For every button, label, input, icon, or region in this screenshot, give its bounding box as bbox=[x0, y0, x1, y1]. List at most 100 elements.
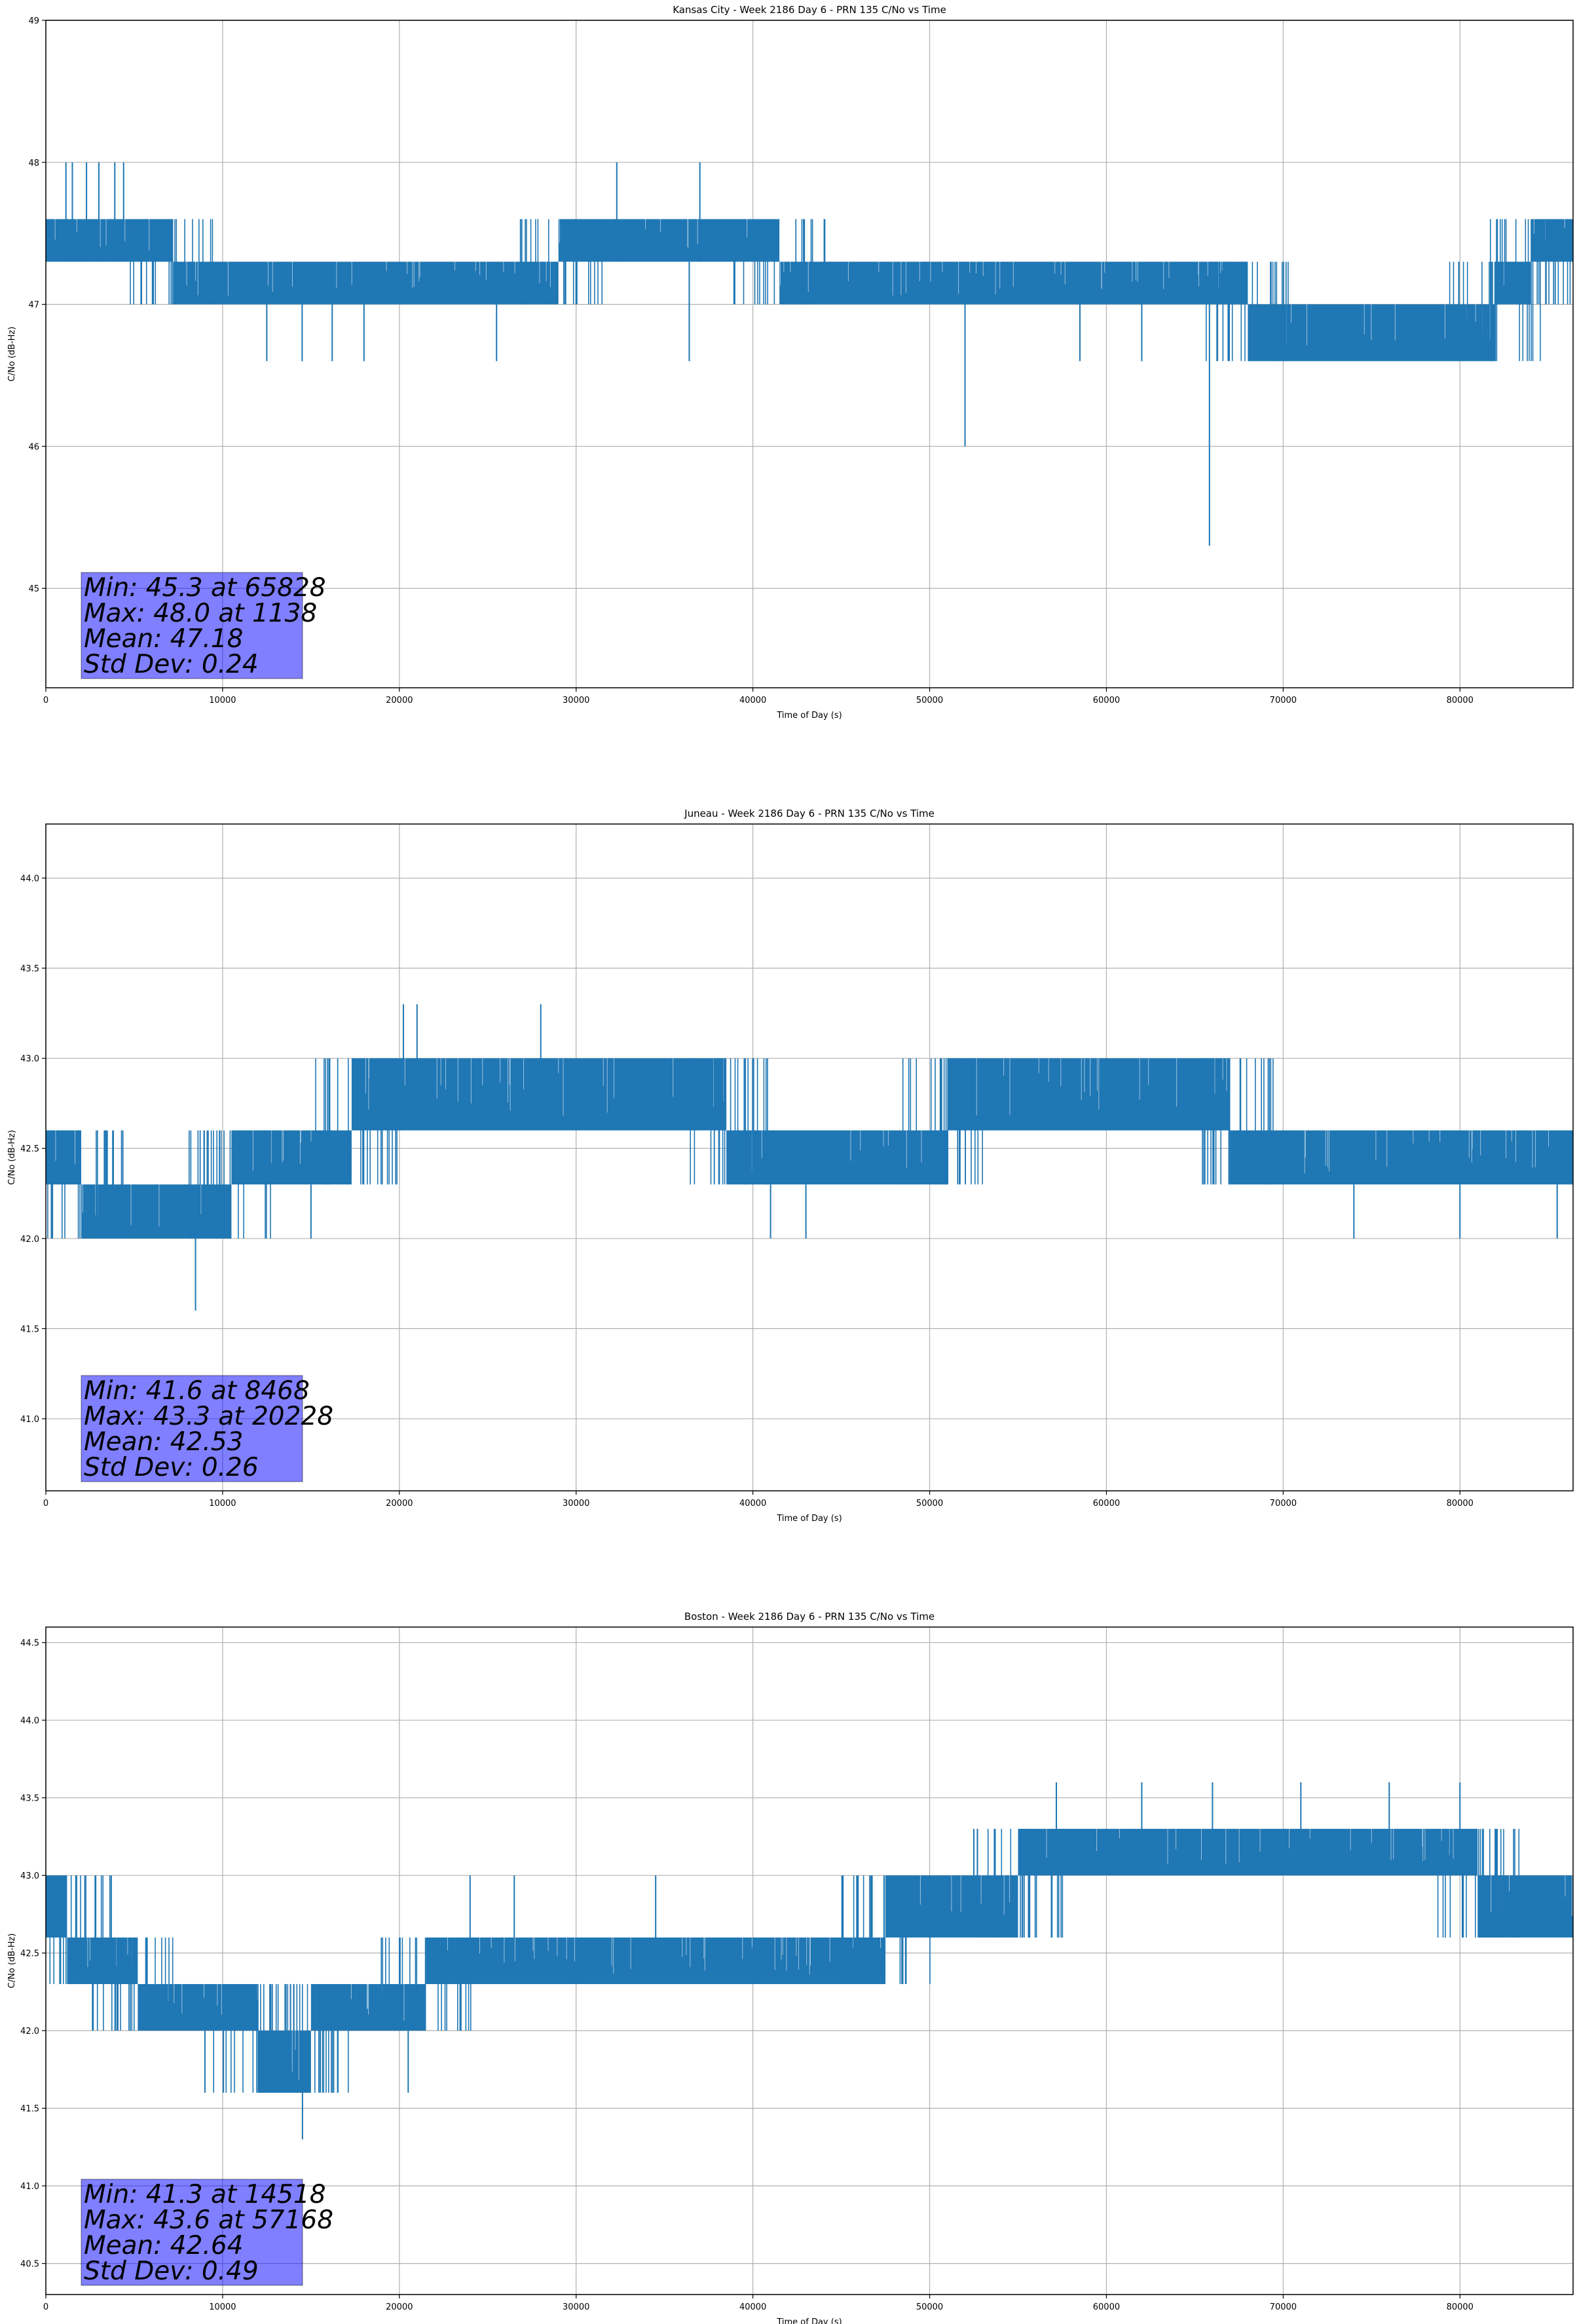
data-gaps bbox=[55, 1130, 75, 1165]
data-band bbox=[81, 1184, 232, 1239]
y-tick-label: 43.0 bbox=[20, 1871, 39, 1881]
x-tick-label: 40000 bbox=[739, 1499, 766, 1509]
data-transition bbox=[315, 1058, 398, 1185]
data-band bbox=[558, 219, 780, 262]
ticks: 0 10000 20000 30000 40000 50000 60000 70000 8000… bbox=[28, 16, 1473, 705]
data-band bbox=[138, 1984, 258, 2031]
data-transition bbox=[269, 1984, 349, 2093]
data-band bbox=[1531, 219, 1573, 262]
chart-panel-2: 0 10000 20000 30000 40000 50000 60000 70000 8000… bbox=[7, 1611, 1574, 2324]
data-band bbox=[231, 1130, 352, 1185]
x-tick-label: 20000 bbox=[386, 696, 413, 705]
x-tick-label: 50000 bbox=[916, 696, 943, 705]
stats-line: Max: 48.0 at 1138 bbox=[84, 599, 317, 628]
stats-line: Std Dev: 0.26 bbox=[84, 1453, 259, 1482]
y-tick-label: 42.5 bbox=[20, 1949, 39, 1959]
y-tick-label: 42.0 bbox=[20, 1235, 39, 1245]
data-transition bbox=[130, 219, 213, 305]
x-axis-label: Time of Day (s) bbox=[776, 711, 842, 721]
data-transition bbox=[733, 219, 826, 305]
x-tick-label: 20000 bbox=[386, 1499, 413, 1509]
chart-title: Kansas City - Week 2186 Day 6 - PRN 135 … bbox=[673, 4, 946, 16]
data-transition bbox=[1206, 261, 1289, 362]
data-transition bbox=[690, 1058, 768, 1185]
data-transition bbox=[47, 1130, 124, 1239]
x-tick-label: 70000 bbox=[1270, 1499, 1297, 1509]
chart-panel-1: 0 10000 20000 30000 40000 50000 60000 70000 8000… bbox=[7, 808, 1574, 1524]
x-tick-label: 0 bbox=[43, 696, 48, 705]
data-series bbox=[46, 1782, 1573, 2140]
y-tick-label: 42.0 bbox=[20, 2027, 39, 2036]
data-gaps bbox=[441, 1938, 881, 1975]
x-tick-label: 10000 bbox=[209, 1499, 236, 1509]
x-tick-label: 60000 bbox=[1093, 1499, 1120, 1509]
x-tick-label: 30000 bbox=[563, 2302, 589, 2312]
data-series bbox=[46, 1004, 1573, 1311]
y-axis-label: C/No (dB-Hz) bbox=[7, 1130, 17, 1185]
data-band bbox=[46, 219, 174, 262]
data-gaps bbox=[976, 1058, 1227, 1115]
data-series bbox=[46, 162, 1573, 546]
stats-line: Mean: 47.18 bbox=[84, 624, 243, 654]
x-tick-label: 40000 bbox=[739, 696, 766, 705]
x-tick-label: 70000 bbox=[1270, 696, 1297, 705]
y-tick-label: 40.5 bbox=[20, 2260, 39, 2270]
data-gaps bbox=[1046, 1829, 1454, 1865]
x-axis-label: Time of Day (s) bbox=[776, 2317, 842, 2324]
data-transition bbox=[1490, 219, 1571, 305]
x-tick-label: 0 bbox=[43, 2302, 48, 2312]
y-tick-label: 43.5 bbox=[20, 1794, 39, 1804]
y-axis-label: C/No (dB-Hz) bbox=[7, 327, 17, 382]
y-tick-label: 41.0 bbox=[20, 1415, 39, 1425]
data-transition bbox=[976, 1829, 1064, 1938]
data-band bbox=[426, 1937, 886, 1985]
data-band bbox=[67, 1937, 138, 1985]
x-tick-label: 30000 bbox=[563, 1499, 589, 1509]
plot-frame bbox=[45, 20, 1574, 688]
y-tick-label: 44.0 bbox=[20, 874, 39, 884]
y-tick-label: 48 bbox=[28, 159, 39, 168]
data-band bbox=[1477, 1875, 1573, 1938]
x-tick-label: 50000 bbox=[916, 1499, 943, 1509]
data-band bbox=[1495, 261, 1531, 305]
x-axis-label: Time of Day (s) bbox=[776, 1514, 842, 1524]
data-band bbox=[351, 1058, 727, 1131]
data-transition bbox=[189, 1130, 271, 1239]
data-gaps bbox=[291, 2031, 299, 2080]
data-transition bbox=[902, 1058, 983, 1185]
data-transition bbox=[1202, 1058, 1274, 1185]
stats-box-background bbox=[81, 572, 303, 679]
y-tick-label: 41.5 bbox=[20, 2105, 39, 2114]
data-transition bbox=[519, 219, 603, 305]
x-tick-label: 10000 bbox=[209, 696, 236, 705]
stats-box-background bbox=[81, 2179, 303, 2286]
y-tick-label: 43.0 bbox=[20, 1055, 39, 1064]
stats-box-background bbox=[81, 1375, 303, 1482]
y-tick-label: 49 bbox=[28, 16, 39, 26]
chart-title: Juneau - Week 2186 Day 6 - PRN 135 C/No … bbox=[684, 808, 935, 819]
y-tick-label: 42.5 bbox=[20, 1144, 39, 1154]
data-transition bbox=[92, 1938, 174, 2031]
y-tick-label: 44.0 bbox=[20, 1716, 39, 1726]
stats-line: Max: 43.6 at 57168 bbox=[84, 2205, 333, 2235]
x-tick-label: 80000 bbox=[1447, 696, 1474, 705]
y-axis-label: C/No (dB-Hz) bbox=[7, 1934, 17, 1989]
chart-panel-0: 0 10000 20000 30000 40000 50000 60000 70000 8000… bbox=[7, 4, 1574, 721]
data-gaps bbox=[186, 261, 551, 296]
data-gaps bbox=[919, 1875, 1011, 1915]
plot-frame bbox=[45, 1626, 1574, 2295]
data-transition bbox=[1437, 1829, 1520, 1938]
y-tick-label: 41.5 bbox=[20, 1324, 39, 1334]
data-band bbox=[173, 261, 559, 305]
y-tick-label: 44.5 bbox=[20, 1639, 39, 1649]
x-tick-label: 40000 bbox=[739, 2302, 766, 2312]
y-tick-label: 45 bbox=[28, 584, 39, 594]
y-tick-label: 41.0 bbox=[20, 2182, 39, 2192]
stats-line: Std Dev: 0.49 bbox=[84, 2257, 259, 2286]
stats-line: Std Dev: 0.24 bbox=[84, 650, 259, 679]
data-gaps bbox=[252, 1130, 312, 1171]
stats-line: Min: 41.6 at 8468 bbox=[84, 1376, 310, 1406]
